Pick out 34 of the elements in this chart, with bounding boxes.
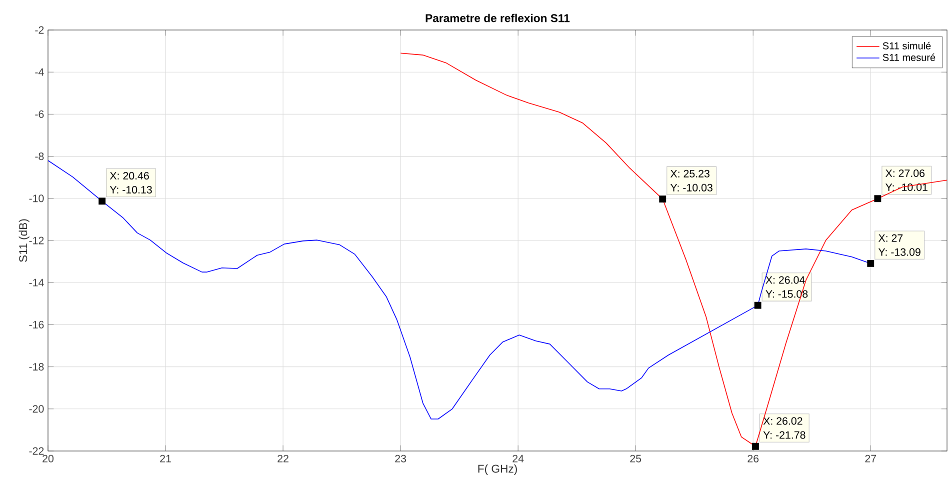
x-tick-label: 23 — [395, 454, 406, 462]
annotation: Y: -13.09 — [878, 248, 920, 256]
y-tick-label: -22 — [29, 447, 44, 455]
y-tick-label: -8 — [35, 152, 44, 160]
x-tick-label: 25 — [630, 454, 642, 462]
x-tick-label: 24 — [512, 454, 524, 462]
y-tick-label: -14 — [29, 278, 44, 286]
x-tick-label: 21 — [160, 454, 171, 462]
annotation: X: 20.46 — [110, 172, 149, 180]
annotation: X: 26.04 — [766, 276, 805, 284]
x-axis-title: F( GHz) — [478, 464, 517, 475]
y-tick-label: -16 — [29, 320, 44, 328]
annotation: Y: -10.03 — [670, 184, 712, 192]
annotation: X: 27.06 — [886, 169, 925, 178]
y-tick-label: -18 — [29, 363, 44, 371]
annotation: Y: -10.13 — [110, 186, 152, 194]
x-tick-label: 20 — [42, 454, 54, 462]
annotation: X: 25.23 — [670, 170, 710, 178]
chart-title: Parametre de reflexion S11 — [426, 14, 570, 22]
legend-label: S11 mesuré — [882, 54, 936, 62]
legend-label: S11 simulé — [882, 42, 931, 50]
y-tick-label: -6 — [35, 110, 44, 118]
y-tick-label: -20 — [29, 405, 44, 413]
y-axis-title: S11 (dB) — [18, 219, 30, 262]
x-tick-label: 22 — [278, 454, 288, 462]
annotation: Y: -21.78 — [763, 431, 806, 439]
y-tick-label: -12 — [29, 236, 44, 244]
y-tick-label: -10 — [29, 194, 44, 202]
annotation: X: 27 — [878, 234, 903, 242]
x-tick-label: 26 — [748, 454, 759, 462]
x-tick-label: 27 — [865, 454, 876, 462]
y-tick-label: -2 — [35, 26, 44, 34]
y-tick-label: -4 — [35, 68, 44, 76]
annotation: X: 26.02 — [763, 417, 802, 425]
